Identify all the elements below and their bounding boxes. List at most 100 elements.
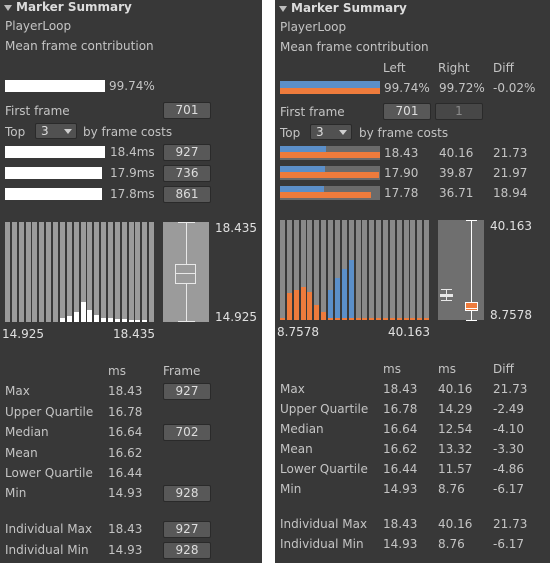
- top-count-dropdown[interactable]: 3: [310, 124, 352, 140]
- histogram-column: [417, 220, 422, 320]
- dropdown-arrow-icon: [339, 130, 347, 135]
- contribution-label: Mean frame contribution: [5, 39, 154, 53]
- stat-diff-value: -3.30: [493, 442, 525, 456]
- stat-left-value: 16.62: [383, 442, 418, 456]
- marker-summary-header[interactable]: Marker Summary: [279, 1, 407, 15]
- histogram-bar: [108, 318, 113, 322]
- histogram-column: [397, 220, 402, 320]
- top-frame-bar-right: [280, 152, 380, 158]
- histogram-baseline: [404, 318, 409, 320]
- first-frame-right-button[interactable]: 1: [435, 103, 483, 120]
- stat-ms-value: 16.44: [108, 466, 143, 480]
- stats-header-left-ms: ms: [383, 362, 401, 376]
- histogram-bar: [74, 312, 79, 322]
- histogram-column: [67, 222, 72, 322]
- histogram-baseline: [280, 318, 285, 320]
- marker-summary-panel-left: Marker Summary PlayerLoop Mean frame con…: [0, 0, 262, 563]
- column-diff-header: Diff: [493, 61, 514, 75]
- histogram-baseline: [328, 318, 333, 320]
- histogram-column: [87, 222, 92, 322]
- stat-left-value: 16.44: [383, 462, 418, 476]
- individual-frame-button[interactable]: 927: [163, 521, 211, 538]
- histogram-bar-right: [294, 290, 299, 320]
- histogram-baseline: [376, 318, 381, 320]
- histogram-column: [287, 220, 292, 320]
- contribution-label: Mean frame contribution: [280, 40, 429, 54]
- stat-label: Lower Quartile: [5, 466, 93, 480]
- stat-left-value: 16.78: [383, 402, 418, 416]
- foldout-arrow-icon[interactable]: [279, 5, 287, 12]
- first-frame-left-button[interactable]: 701: [383, 103, 431, 120]
- histogram-column: [390, 220, 395, 320]
- top-frame-button[interactable]: 927: [163, 144, 211, 161]
- contribution-bar-right: [280, 88, 380, 94]
- histogram-baseline: [397, 318, 402, 320]
- top-frame-bar: [5, 146, 105, 158]
- histogram-column: [307, 220, 312, 320]
- top-frame-button[interactable]: 736: [163, 165, 211, 182]
- right-quartile-box: [465, 302, 478, 311]
- median-line: [175, 273, 196, 274]
- stat-diff-value: -2.49: [493, 402, 525, 416]
- first-frame-label: First frame: [280, 105, 345, 119]
- histogram-baseline: [294, 318, 299, 320]
- box-plot: [438, 220, 484, 321]
- stat-frame-button[interactable]: 927: [163, 383, 211, 400]
- individual-diff-value: -6.17: [493, 537, 525, 551]
- right-whisker-min-cap: [466, 320, 477, 321]
- histogram-bar-right: [321, 312, 326, 320]
- top-frame-button[interactable]: 861: [163, 186, 211, 203]
- top-count-dropdown[interactable]: 3: [35, 123, 77, 139]
- contribution-value: 99.74%: [109, 79, 155, 93]
- stat-label: Max: [5, 384, 30, 398]
- histogram-column: [81, 222, 86, 322]
- top-frame-diff-value: 21.97: [493, 166, 528, 180]
- individual-frame-button[interactable]: 928: [163, 542, 211, 559]
- histogram-column: [356, 220, 361, 320]
- contribution-value-right: 99.72%: [439, 81, 485, 95]
- stat-ms-value: 16.64: [108, 425, 143, 439]
- top-frame-bar: [5, 167, 102, 179]
- stat-frame-button[interactable]: 928: [163, 485, 211, 502]
- marker-summary-header[interactable]: Marker Summary: [4, 0, 132, 14]
- histogram-column: [335, 220, 340, 320]
- marker-name: PlayerLoop: [280, 20, 347, 34]
- histogram-bar-left: [349, 260, 354, 320]
- stat-right-value: 40.16: [438, 382, 473, 396]
- histogram-x-min-label: 14.925: [2, 327, 44, 341]
- top-frame-diff-value: 21.73: [493, 146, 528, 160]
- first-frame-label: First frame: [5, 104, 70, 118]
- stat-right-value: 8.76: [438, 482, 465, 496]
- top-label: Top: [280, 126, 301, 140]
- histogram-bar-right: [307, 292, 312, 320]
- individual-ms-value: 14.93: [108, 543, 143, 557]
- histogram-column: [19, 222, 24, 322]
- histogram-column: [149, 222, 154, 322]
- histogram-baseline: [287, 318, 292, 320]
- top-frame-bar-left: [280, 166, 325, 172]
- stat-ms-value: 16.78: [108, 405, 143, 419]
- stat-label: Median: [280, 422, 324, 436]
- top-frame-left-value: 18.43: [384, 146, 419, 160]
- histogram-baseline: [301, 318, 306, 320]
- stat-diff-value: -4.10: [493, 422, 525, 436]
- foldout-arrow-icon[interactable]: [4, 4, 12, 11]
- individual-label: Individual Min: [280, 537, 364, 551]
- stat-right-value: 11.57: [438, 462, 473, 476]
- stat-frame-button[interactable]: 702: [163, 424, 211, 441]
- histogram-x-min-label: 8.7578: [277, 325, 319, 339]
- box-plot-min-label: 8.7578: [490, 308, 532, 322]
- histogram-bar: [94, 315, 99, 322]
- right-whisker-max-cap: [466, 220, 477, 221]
- histogram-baseline: [335, 318, 340, 320]
- top-frame-bar-right: [280, 172, 379, 178]
- histogram-column: [5, 222, 10, 322]
- first-frame-button[interactable]: 701: [163, 102, 211, 119]
- histogram-baseline: [369, 318, 374, 320]
- right-median-line: [465, 308, 478, 309]
- top-frame-bar-left: [280, 146, 326, 152]
- stat-ms-value: 16.62: [108, 446, 143, 460]
- by-frame-costs-label: by frame costs: [359, 126, 449, 140]
- individual-label: Individual Max: [5, 522, 93, 536]
- right-whisker-line: [471, 220, 472, 320]
